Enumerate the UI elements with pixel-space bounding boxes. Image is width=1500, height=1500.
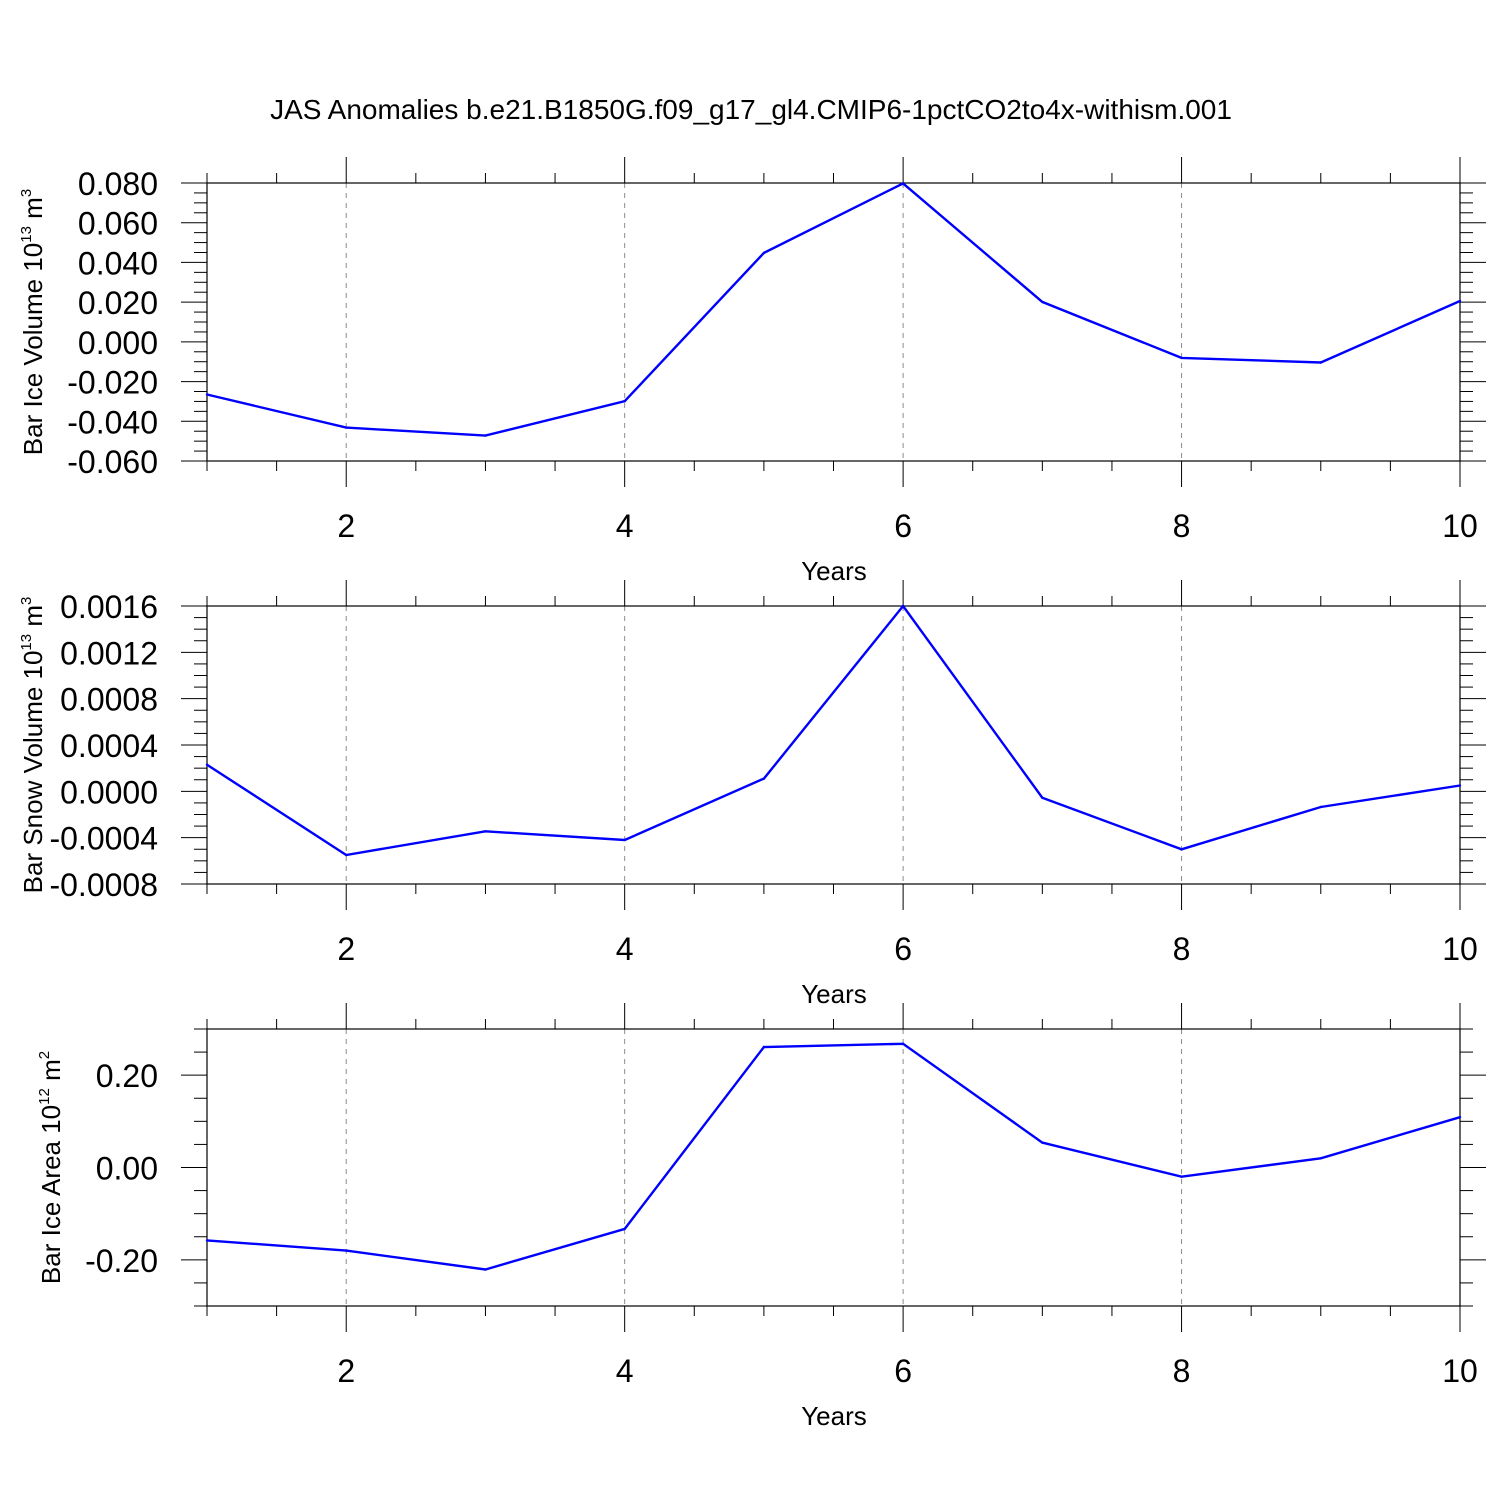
- data-point: [484, 830, 487, 833]
- data-point: [345, 1249, 348, 1252]
- data-point: [205, 393, 209, 396]
- y-axis-label-main: Bar Ice Area 10: [36, 1105, 66, 1284]
- data-point: [484, 434, 487, 437]
- panel-ice-area: -0.20 0.00 0.20 2 4 6 8 10 Years Bar Ice Area 101…: [36, 1003, 1486, 1431]
- data-point: [623, 1227, 626, 1231]
- data-point: [762, 777, 766, 780]
- x-tick-label: 4: [616, 931, 634, 967]
- x-tick-label: 2: [337, 1353, 355, 1389]
- y-axis-label-unit: m: [18, 605, 48, 634]
- y-axis-label: Bar Ice Area 1012 m2: [36, 1051, 66, 1284]
- y-axis-label-unit-exponent: 3: [18, 597, 35, 605]
- data-point: [762, 251, 766, 255]
- x-tick-label: 4: [616, 1353, 634, 1389]
- y-tick-label: -0.0004: [49, 821, 158, 857]
- y-tick-label: 0.0012: [60, 635, 158, 671]
- series-line: [206, 604, 1461, 857]
- data-point: [1458, 1115, 1462, 1119]
- data-point: [762, 1045, 766, 1049]
- x-tick-label: 6: [894, 508, 912, 544]
- y-axis-label-unit: m: [18, 197, 48, 226]
- y-tick-label: -0.020: [67, 365, 158, 401]
- x-tick-label: 6: [894, 931, 912, 967]
- data-point: [1319, 805, 1322, 809]
- data-point: [623, 400, 626, 403]
- y-axis-label-exponent: 13: [18, 226, 35, 243]
- y-tick-label: -0.060: [67, 444, 158, 480]
- series-line: [206, 1042, 1461, 1271]
- plot-frame: [206, 1028, 1461, 1307]
- data-point: [205, 1239, 209, 1242]
- y-axis-label: Bar Snow Volume 1013 m3: [18, 597, 48, 894]
- data-point: [205, 763, 209, 766]
- x-tick-label: 10: [1442, 508, 1478, 544]
- y-tick-label: 0.20: [96, 1058, 158, 1094]
- y-tick-label: 0.0004: [60, 728, 158, 764]
- x-tick-label: 8: [1173, 508, 1191, 544]
- data-point: [623, 838, 626, 842]
- x-tick-label: 8: [1173, 931, 1191, 967]
- y-tick-label: 0.020: [78, 285, 158, 321]
- series-line: [206, 181, 1461, 437]
- y-tick-label: -0.040: [67, 404, 158, 440]
- data-point: [1180, 848, 1183, 851]
- x-tick-label: 10: [1442, 1353, 1478, 1389]
- y-tick-label: 0.080: [78, 166, 158, 202]
- data-point: [1458, 299, 1462, 303]
- y-axis-label-main: Bar Ice Volume 10: [18, 243, 48, 455]
- y-axis-label: Bar Ice Volume 1013 m3: [18, 189, 48, 455]
- data-point: [1041, 300, 1044, 304]
- x-tick-label: 8: [1173, 1353, 1191, 1389]
- y-tick-label: 0.000: [78, 325, 158, 361]
- y-tick-label: 0.060: [78, 206, 158, 242]
- x-axis-label: Years: [801, 1401, 867, 1431]
- plot-frame: [206, 605, 1461, 885]
- x-axis-label: Years: [801, 556, 867, 586]
- panel-snow-volume: -0.0008 -0.0004 0.0000 0.0004 0.0008 0.0012 0.…: [18, 580, 1486, 1009]
- x-tick-label: 2: [337, 931, 355, 967]
- y-tick-label: 0.0008: [60, 682, 158, 718]
- y-axis-label-unit: m: [36, 1059, 66, 1088]
- data-point: [1319, 1157, 1322, 1160]
- data-point: [345, 853, 348, 857]
- x-tick-label: 4: [616, 508, 634, 544]
- y-tick-label: 0.00: [96, 1151, 158, 1187]
- data-point: [901, 604, 905, 608]
- data-point: [1041, 796, 1044, 799]
- y-tick-label: -0.0008: [49, 867, 158, 903]
- data-point: [1180, 1175, 1183, 1178]
- data-point: [1041, 1141, 1044, 1144]
- x-tick-label: 2: [337, 508, 355, 544]
- data-point: [1319, 361, 1322, 364]
- data-point: [901, 182, 905, 185]
- data-point: [484, 1268, 487, 1271]
- data-point: [345, 426, 348, 429]
- y-axis-label-unit-exponent: 2: [36, 1051, 53, 1059]
- chart-title: JAS Anomalies b.e21.B1850G.f09_g17_gl4.C…: [270, 94, 1232, 125]
- y-tick-label: 0.0016: [60, 589, 158, 625]
- data-point: [1180, 356, 1183, 360]
- x-axis-label: Years: [801, 979, 867, 1009]
- y-axis-label-unit-exponent: 3: [18, 189, 35, 197]
- y-tick-label: 0.040: [78, 245, 158, 281]
- plot-frame: [206, 182, 1461, 462]
- y-axis-label-exponent: 13: [18, 634, 35, 651]
- data-point: [901, 1042, 905, 1045]
- x-tick-label: 6: [894, 1353, 912, 1389]
- data-point: [1458, 784, 1462, 787]
- y-tick-label: -0.20: [85, 1243, 158, 1279]
- y-tick-label: 0.0000: [60, 774, 158, 810]
- y-axis-label-main: Bar Snow Volume 10: [18, 651, 48, 894]
- y-axis-label-exponent: 12: [36, 1088, 53, 1105]
- x-tick-label: 10: [1442, 931, 1478, 967]
